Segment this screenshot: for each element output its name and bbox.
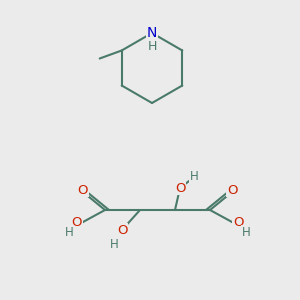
Text: H: H	[64, 226, 74, 238]
Text: H: H	[110, 238, 118, 250]
Text: H: H	[242, 226, 250, 238]
Text: O: O	[175, 182, 185, 194]
Text: O: O	[227, 184, 237, 196]
Text: O: O	[78, 184, 88, 196]
Text: O: O	[233, 215, 244, 229]
Text: O: O	[71, 215, 82, 229]
Text: N: N	[147, 26, 157, 40]
Text: H: H	[190, 169, 198, 182]
Text: O: O	[117, 224, 127, 236]
Text: H: H	[147, 40, 157, 52]
